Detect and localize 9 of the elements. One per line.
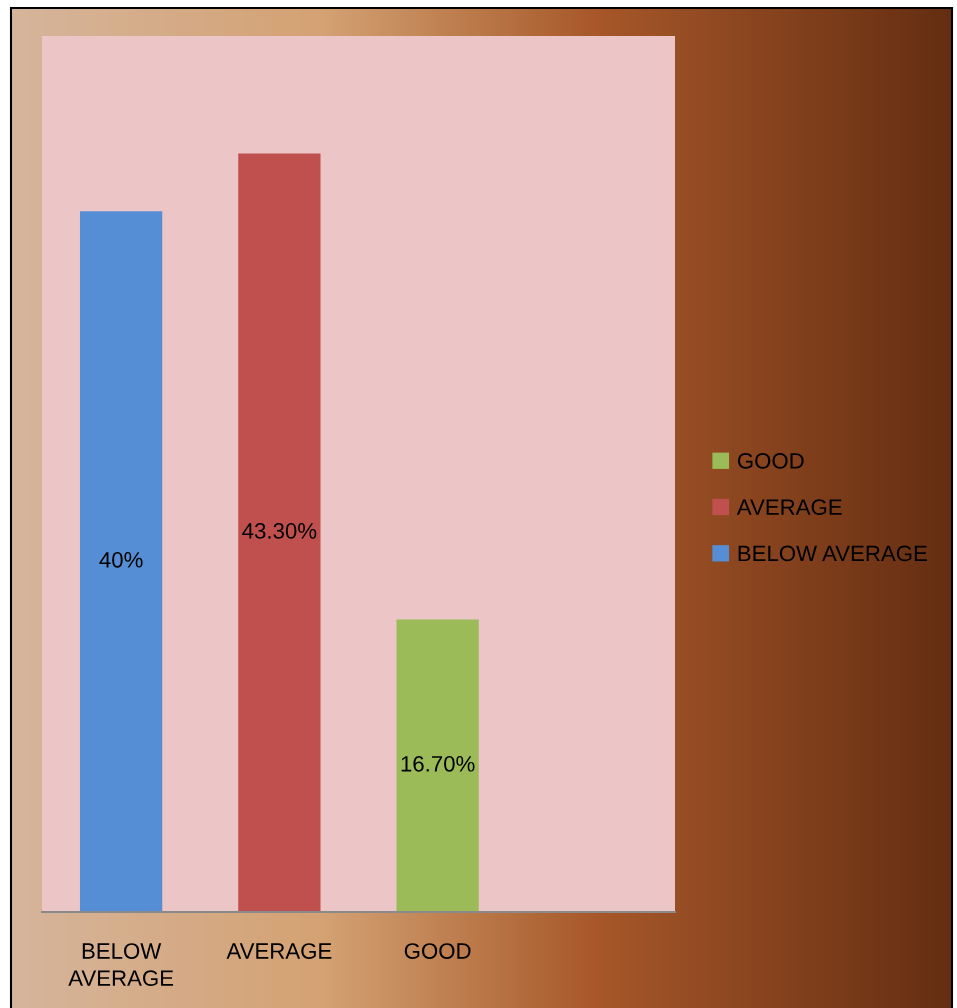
legend-label: GOOD <box>737 453 804 469</box>
x-tick-label: AVERAGE <box>226 943 332 959</box>
legend-label: BELOW AVERAGE <box>738 545 927 562</box>
data-label: 16.70% <box>401 755 475 772</box>
x-tick-label: GOOD <box>404 943 471 959</box>
x-tick-label: BELOW AVERAGE <box>68 943 174 987</box>
data-label: 43.30% <box>242 523 317 539</box>
legend-label: AVERAGE <box>736 499 842 516</box>
data-label: 40% <box>99 551 143 568</box>
